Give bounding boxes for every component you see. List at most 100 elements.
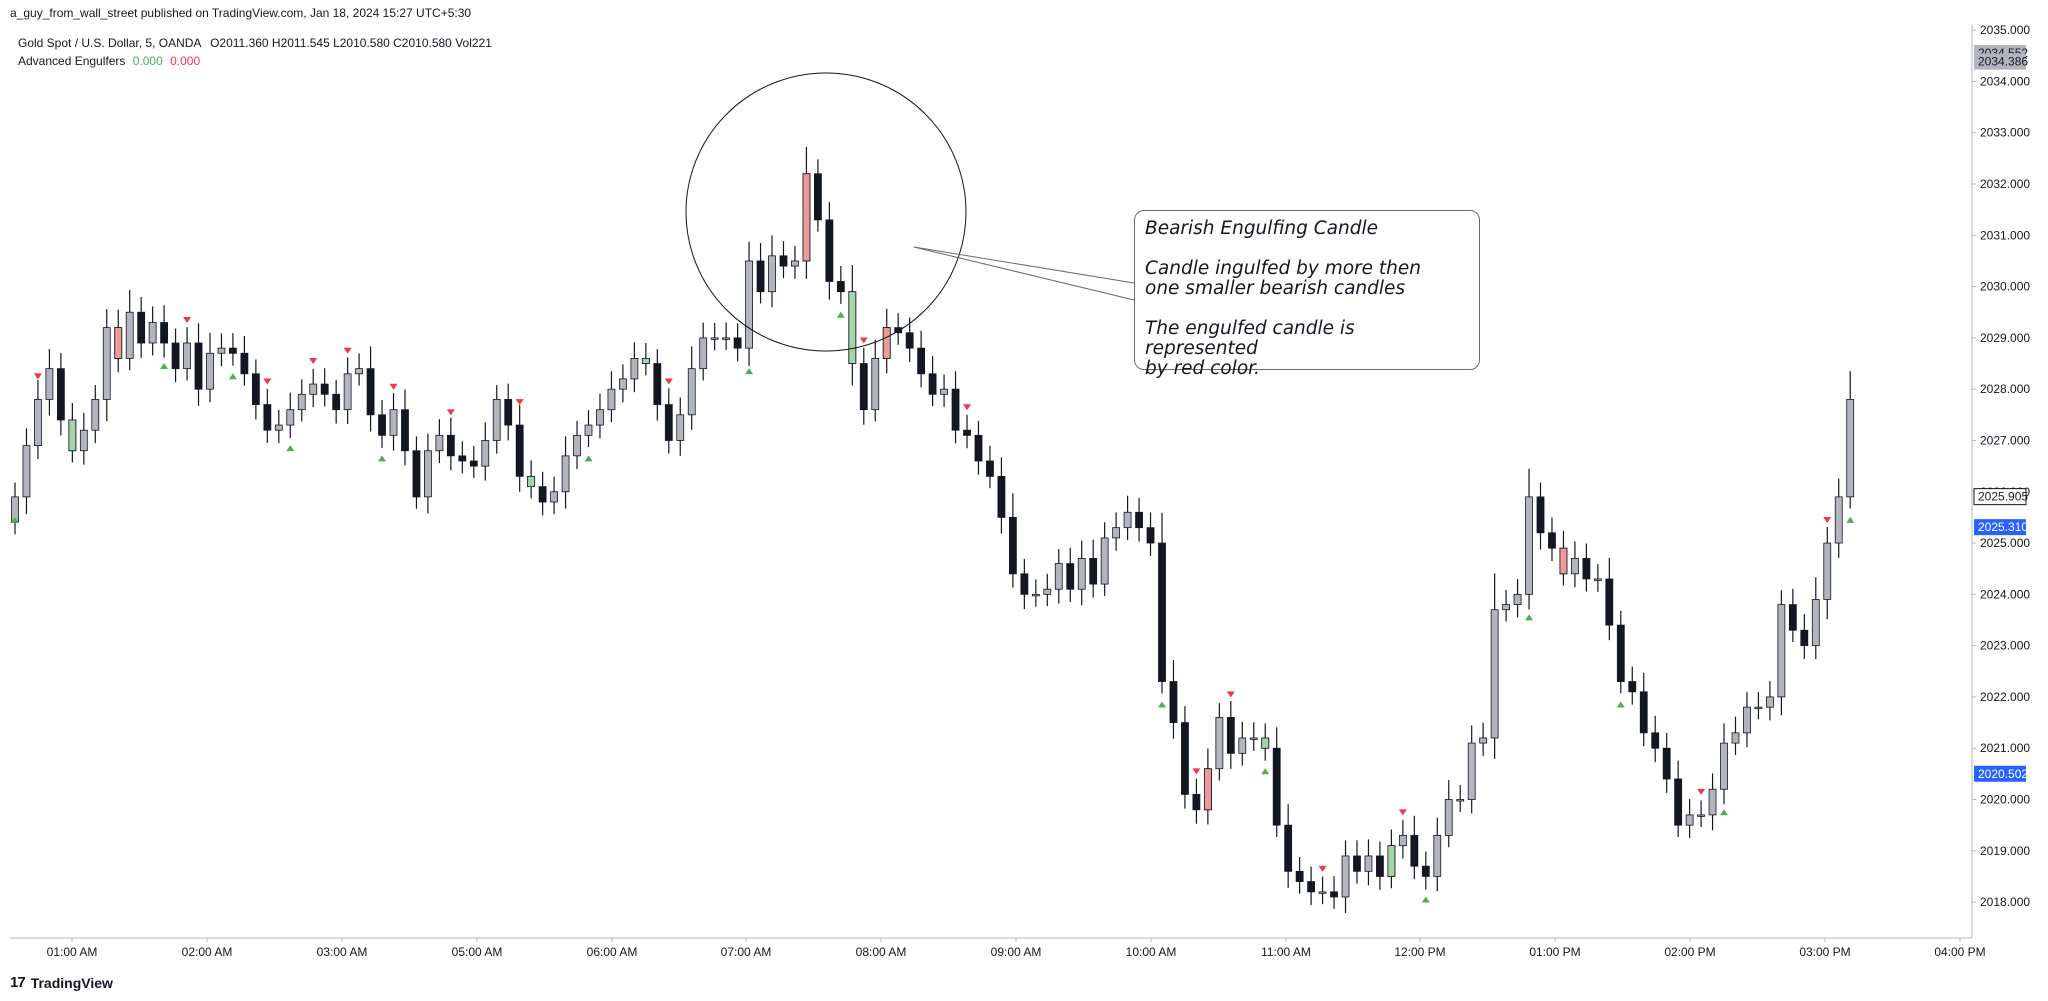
candle xyxy=(217,333,226,367)
y-tick-label: 2032.000 xyxy=(1980,177,2030,191)
candle-body xyxy=(1054,563,1063,590)
candle xyxy=(1834,478,1843,559)
candle xyxy=(584,410,593,448)
candle-body xyxy=(733,337,742,349)
candle xyxy=(22,428,31,515)
candle xyxy=(56,352,65,436)
candle xyxy=(79,412,88,465)
candle xyxy=(607,371,616,423)
bearish-marker-icon xyxy=(263,378,272,385)
candle-body xyxy=(458,455,467,462)
candle xyxy=(1192,778,1201,824)
candle-body xyxy=(836,281,845,293)
candle-body xyxy=(102,327,111,400)
candle-body xyxy=(206,352,214,390)
y-tick-label: 2028.000 xyxy=(1980,382,2030,396)
candle xyxy=(1008,493,1017,588)
y-tick-label: 2025.000 xyxy=(1980,536,2030,550)
candle-body xyxy=(1146,527,1155,544)
price-label-box xyxy=(1974,765,2026,782)
candle-body xyxy=(779,255,788,267)
candle-body xyxy=(1788,604,1797,631)
annotation-callout[interactable]: Bearish Engulfing Candle Candle ingulfed… xyxy=(1134,210,1480,379)
candle xyxy=(1674,760,1683,837)
candle-body xyxy=(894,327,903,334)
candle xyxy=(240,335,249,386)
bullish-marker-icon xyxy=(836,311,845,318)
candle xyxy=(515,404,524,492)
bearish-marker-icon xyxy=(1226,691,1235,698)
annotation-line: The engulfed candle is represented xyxy=(1145,318,1355,359)
candle-body xyxy=(217,347,226,354)
candle xyxy=(1307,866,1316,906)
candle-body xyxy=(56,368,65,421)
candle-body xyxy=(1628,681,1637,693)
candle xyxy=(836,265,845,304)
candle-body xyxy=(435,434,444,452)
candle xyxy=(630,342,639,393)
bearish-marker-icon xyxy=(33,373,42,380)
candle xyxy=(1226,701,1235,769)
candle-body xyxy=(917,347,926,375)
bearish-marker-icon xyxy=(309,358,318,365)
candle-body xyxy=(1272,747,1281,826)
candle xyxy=(1720,723,1728,805)
candle-body xyxy=(1616,624,1625,682)
candle-body xyxy=(446,434,455,457)
candle-body xyxy=(607,388,616,411)
candle-body xyxy=(1662,747,1671,780)
price-label-box xyxy=(1974,53,2026,70)
candle-body xyxy=(274,424,283,431)
candle-body xyxy=(1008,517,1017,575)
candle-body xyxy=(538,486,547,503)
symbol-name[interactable]: Gold Spot / U.S. Dollar, 5, OANDA xyxy=(18,36,201,50)
candle-body xyxy=(1823,542,1832,600)
indicator-line: Advanced Engulfers 0.000 0.000 xyxy=(18,52,492,70)
candle-body xyxy=(1846,399,1855,498)
candle-body xyxy=(1593,578,1602,581)
callout-line xyxy=(913,246,1135,301)
candle xyxy=(1238,721,1247,766)
candle xyxy=(1582,543,1591,592)
candle xyxy=(424,433,432,514)
candle-body xyxy=(1513,593,1522,606)
price-label: 2025.310 xyxy=(1978,520,2028,534)
bullish-marker-icon xyxy=(1158,701,1166,708)
candle-body xyxy=(1226,717,1235,754)
indicator-name[interactable]: Advanced Engulfers xyxy=(18,54,126,68)
y-tick-label: 2024.000 xyxy=(1980,587,2030,601)
candle xyxy=(1158,512,1166,694)
candle-body xyxy=(699,337,708,370)
candle xyxy=(1651,715,1660,763)
candle-body xyxy=(160,322,169,344)
candle xyxy=(1444,780,1453,848)
candle xyxy=(664,388,673,454)
x-tick-label: 03:00 PM xyxy=(1799,945,1850,959)
y-tick-label: 2022.000 xyxy=(1980,690,2030,704)
candle xyxy=(1353,840,1361,884)
candle-body xyxy=(1479,737,1488,744)
candle xyxy=(1100,522,1109,596)
candle xyxy=(1662,732,1671,793)
engulfing-candle xyxy=(848,291,857,364)
candle-body xyxy=(263,404,272,431)
price-label-box xyxy=(1974,519,2026,536)
bearish-marker-icon xyxy=(664,378,673,385)
candle xyxy=(756,243,765,304)
engulfing-candle xyxy=(1203,768,1212,811)
tradingview-logo[interactable]: 17 TradingView xyxy=(10,974,113,991)
markers-layer xyxy=(11,311,1855,903)
bearish-marker-icon xyxy=(963,404,972,411)
x-tick-label: 09:00 AM xyxy=(991,945,1042,959)
candle-body xyxy=(1639,691,1648,734)
candle-body xyxy=(79,429,88,452)
candle-body xyxy=(1525,496,1533,595)
candle xyxy=(963,414,971,449)
x-tick-label: 06:00 AM xyxy=(587,945,638,959)
bearish-marker-icon xyxy=(1318,865,1327,872)
candle xyxy=(1467,725,1476,814)
candle-body xyxy=(1307,881,1316,893)
annotation-title: Bearish Engulfing Candle xyxy=(1145,218,1378,239)
candle xyxy=(550,476,558,515)
